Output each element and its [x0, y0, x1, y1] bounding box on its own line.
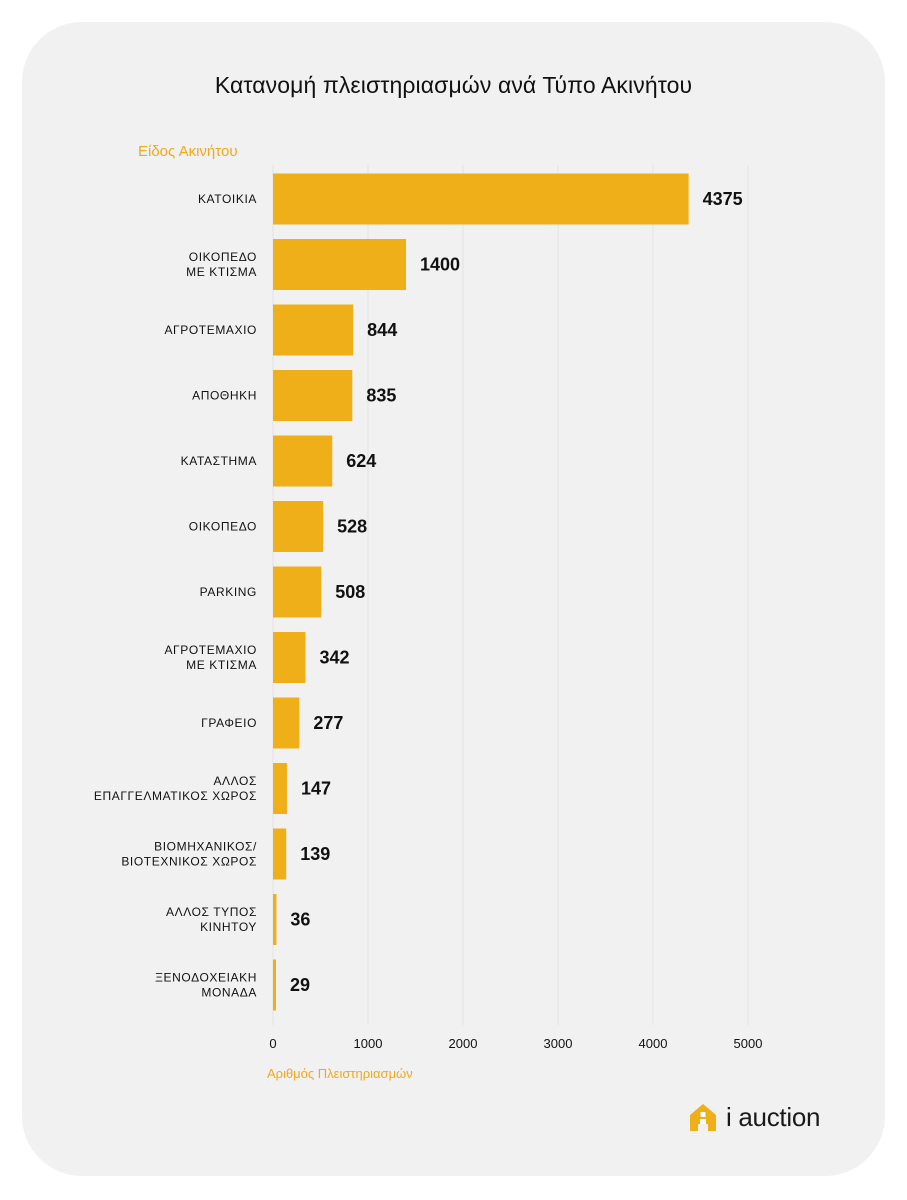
- bar: [273, 239, 406, 290]
- category-label: ΓΡΑΦΕΙΟ: [201, 716, 257, 730]
- category-label: ΞΕΝΟΔΟΧΕΙΑΚΗ ΜΟΝΑΔΑ: [155, 971, 257, 1000]
- category-label: ΑΠΟΘΗΚΗ: [192, 389, 257, 403]
- value-label: 844: [367, 320, 397, 340]
- value-label: 4375: [703, 189, 743, 209]
- category-label: ΑΓΡΟΤΕΜΑΧΙΟ: [164, 323, 257, 337]
- category-label: ΚΑΤΟΙΚΙΑ: [198, 192, 257, 206]
- category-label: ΑΛΛΟΣ ΕΠΑΓΓΕΛΜΑΤΙΚΟΣ ΧΩΡΟΣ: [94, 774, 257, 803]
- brand-name: i auction: [726, 1101, 821, 1132]
- value-label: 147: [301, 779, 331, 799]
- bar: [273, 435, 333, 487]
- brand-logo: i auction: [688, 1100, 820, 1134]
- chart-title: Κατανομή πλειστηριασμών ανά Τύπο Ακινήτο…: [214, 72, 693, 98]
- bar: [273, 501, 324, 552]
- x-tick-label: 3000: [544, 1036, 573, 1051]
- category-label: ΒΙΟΜΗΧΑΝΙΚΟΣ/ΒΙΟΤΕΧΝΙΚΟΣ ΧΩΡΟΣ: [121, 840, 257, 869]
- category-label: ΟΙΚΟΠΕΔΟ: [189, 520, 257, 534]
- category-label: PARKING: [200, 585, 257, 599]
- bar: [273, 828, 287, 880]
- bar: [273, 697, 300, 749]
- bar: [273, 173, 689, 225]
- x-axis-label: Αριθμός Πλειστηριασμών: [267, 1066, 413, 1081]
- value-label: 528: [337, 517, 367, 537]
- bar: [273, 632, 306, 683]
- bar: [273, 763, 287, 814]
- x-tick-label: 1000: [354, 1036, 383, 1051]
- bar: [273, 894, 277, 945]
- bar: [273, 959, 276, 1011]
- x-tick-label: 0: [269, 1036, 276, 1051]
- bar: [273, 566, 322, 618]
- house-logo-icon: [690, 1104, 716, 1131]
- x-tick-label: 5000: [734, 1036, 763, 1051]
- value-label: 1400: [420, 255, 460, 275]
- category-label: ΚΑΤΑΣΤΗΜΑ: [181, 454, 257, 468]
- value-label: 139: [300, 844, 330, 864]
- category-label: ΟΙΚΟΠΕΔΟ ΜΕ ΚΤΙΣΜΑ: [186, 250, 257, 279]
- value-label: 36: [290, 910, 310, 930]
- value-label: 277: [313, 713, 343, 733]
- value-label: 835: [366, 386, 396, 406]
- bar: [273, 370, 353, 421]
- bar: [273, 304, 354, 356]
- x-tick-label: 4000: [639, 1036, 668, 1051]
- value-label: 342: [319, 648, 349, 668]
- value-label: 624: [346, 451, 376, 471]
- value-label: 508: [335, 582, 365, 602]
- category-label: ΑΓΡΟΤΕΜΑΧΙΟ ΜΕ ΚΤΙΣΜΑ: [164, 643, 257, 672]
- category-label: ΑΛΛΟΣ ΤΥΠΟΣ ΚΙΝΗΤΟΥ: [166, 905, 257, 934]
- y-axis-label: Είδος Ακινήτου: [138, 143, 238, 160]
- x-tick-label: 2000: [449, 1036, 478, 1051]
- value-label: 29: [290, 975, 310, 995]
